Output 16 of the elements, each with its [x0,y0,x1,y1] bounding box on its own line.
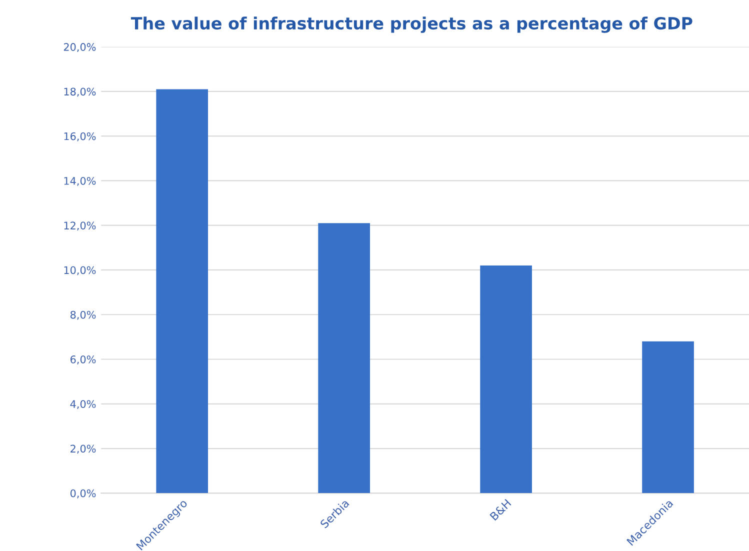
bar [156,89,208,494]
bar [642,341,694,494]
chart-title: The value of infrastructure projects as a percentage of GDP [130,16,692,33]
y-tick-label: 8,0% [70,310,96,320]
y-tick-label: 2,0% [70,444,96,454]
y-tick-label: 6,0% [70,355,96,364]
y-tick-label: 10,0% [64,266,96,276]
y-tick-label: 20,0% [64,43,96,52]
y-tick-label: 18,0% [64,88,96,97]
y-tick-label: 14,0% [64,176,96,186]
y-tick-label: 0,0% [70,489,96,498]
bar [480,266,532,494]
bar [318,223,370,494]
y-tick-label: 16,0% [64,132,96,142]
y-tick-label: 4,0% [70,400,96,410]
y-tick-label: 12,0% [64,222,96,231]
